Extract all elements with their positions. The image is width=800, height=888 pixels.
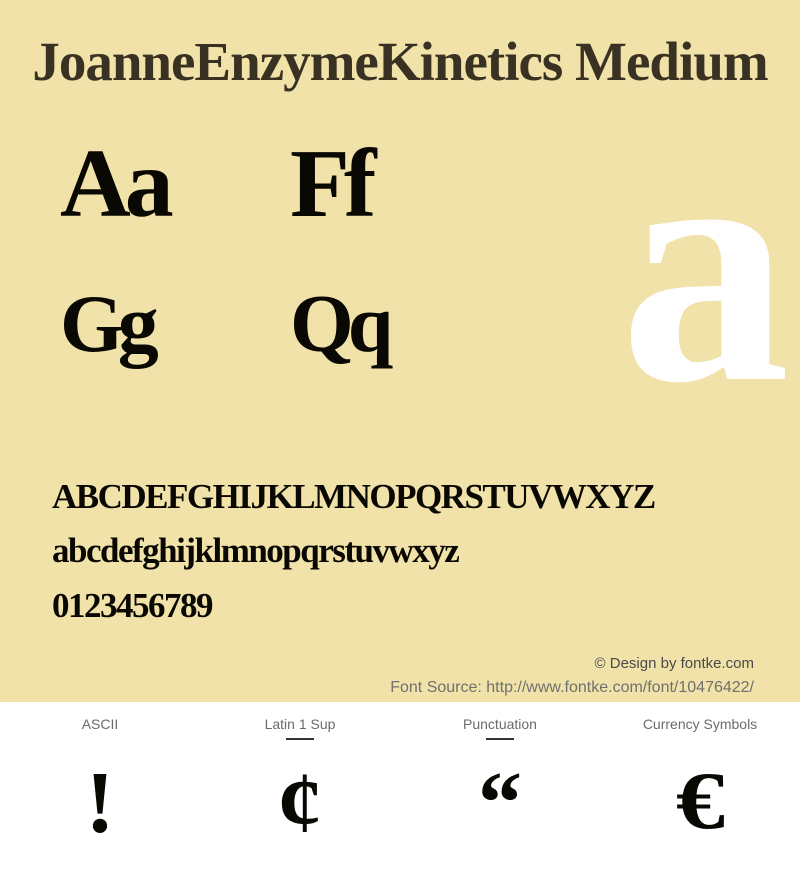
sample-pair-ff: Ff xyxy=(290,135,520,233)
alphabet-block: ABCDEFGHIJKLMNOPQRSTUVWXYZ abcdefghijklm… xyxy=(52,470,655,633)
category-currency[interactable]: Currency Symbols € xyxy=(600,702,800,888)
category-label: ASCII xyxy=(82,716,119,732)
big-glyph-preview: a xyxy=(620,120,770,409)
categories-area: ASCII ! Latin 1 Sup ¢ Punctuation “ Curr… xyxy=(0,702,800,888)
category-underline xyxy=(486,738,514,740)
sample-pair-gg: Gg xyxy=(60,283,290,365)
category-ascii[interactable]: ASCII ! xyxy=(0,702,200,888)
digits-line: 0123456789 xyxy=(52,579,655,633)
category-latin1sup[interactable]: Latin 1 Sup ¢ xyxy=(200,702,400,888)
category-punctuation[interactable]: Punctuation “ xyxy=(400,702,600,888)
category-label: Currency Symbols xyxy=(643,716,757,732)
font-source: Font Source: http://www.fontke.com/font/… xyxy=(390,679,754,697)
lowercase-line: abcdefghijklmnopqrstuvwxyz xyxy=(52,524,655,578)
category-underline xyxy=(286,738,314,740)
design-credit: © Design by fontke.com xyxy=(595,655,754,672)
category-glyph: € xyxy=(675,760,724,842)
sample-pair-qq: Qq xyxy=(290,283,520,365)
category-glyph: “ xyxy=(478,760,522,848)
font-preview-area: JoanneEnzymeKinetics Medium Aa Ff Gg Qq … xyxy=(0,0,800,702)
sample-pairs-grid: Aa Ff Gg Qq xyxy=(60,135,520,365)
category-glyph: ! xyxy=(85,760,114,848)
uppercase-line: ABCDEFGHIJKLMNOPQRSTUVWXYZ xyxy=(52,470,655,524)
sample-pair-aa: Aa xyxy=(60,135,290,233)
category-label: Punctuation xyxy=(463,716,537,732)
category-glyph: ¢ xyxy=(278,760,322,848)
category-label: Latin 1 Sup xyxy=(265,716,336,732)
